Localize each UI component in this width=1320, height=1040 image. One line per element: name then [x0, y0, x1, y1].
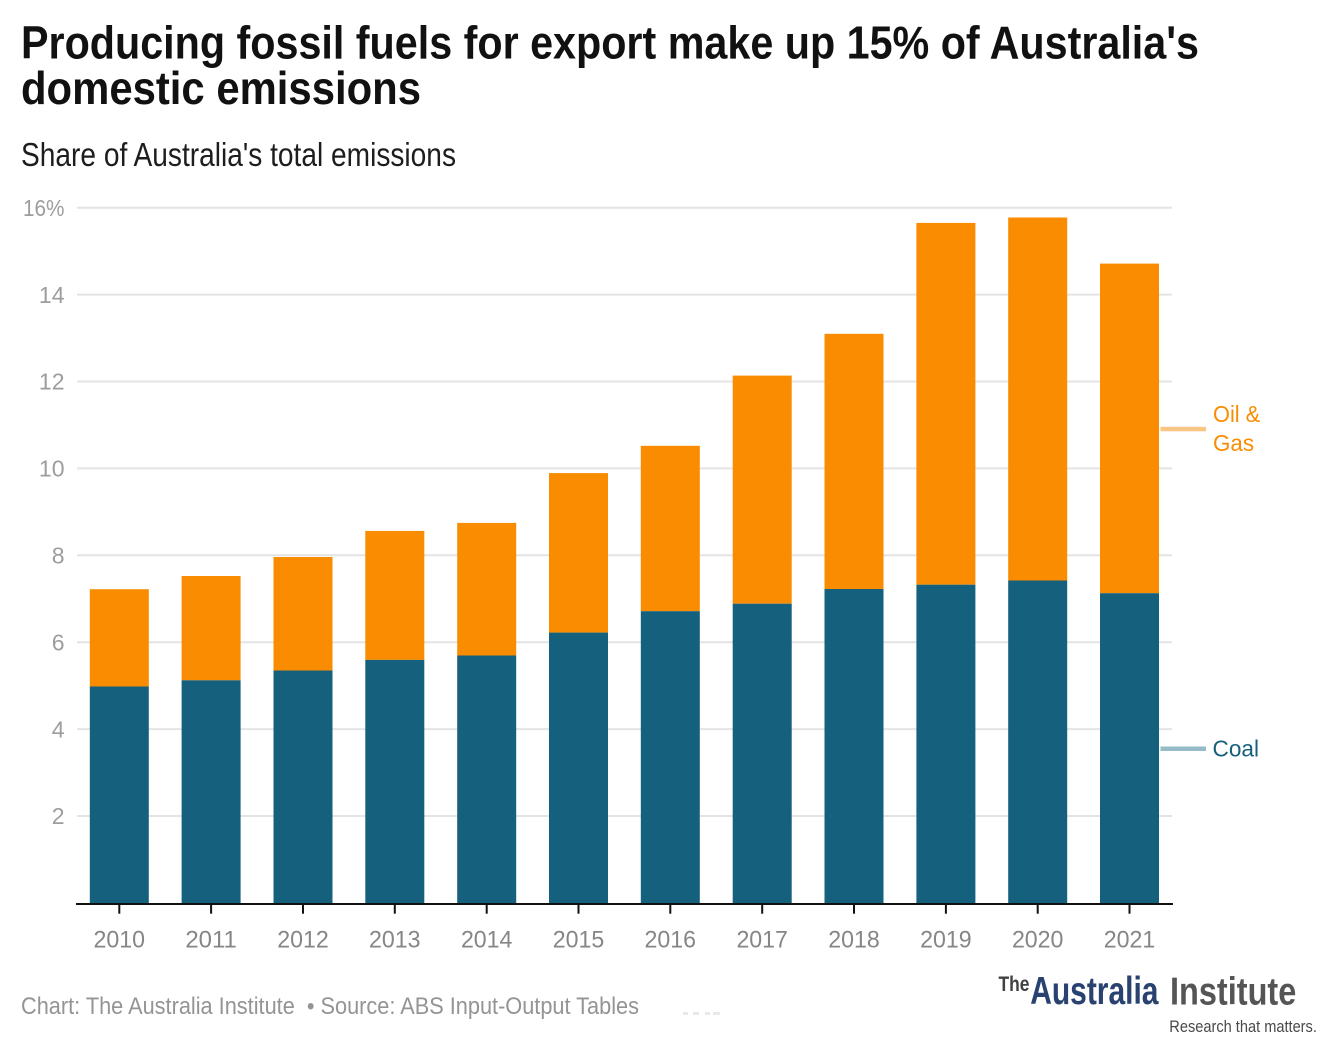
- svg-text:Institute: Institute: [1170, 970, 1296, 1013]
- svg-text:2010: 2010: [94, 927, 146, 954]
- svg-text:2017: 2017: [736, 927, 788, 954]
- svg-text:Chart: The Australia Institute: Chart: The Australia Institute • Source:…: [21, 993, 639, 1020]
- svg-text:2014: 2014: [461, 927, 513, 954]
- svg-text:16%: 16%: [23, 195, 65, 221]
- svg-text:14: 14: [39, 282, 65, 308]
- svg-text:2019: 2019: [920, 927, 972, 954]
- svg-text:Oil &: Oil &: [1213, 401, 1260, 427]
- svg-text:6: 6: [52, 629, 65, 655]
- svg-text:The: The: [999, 972, 1030, 996]
- svg-text:2015: 2015: [553, 927, 605, 954]
- svg-text:2016: 2016: [645, 927, 697, 954]
- svg-text:2021: 2021: [1104, 927, 1156, 954]
- svg-text:2020: 2020: [1012, 927, 1064, 954]
- svg-text:8: 8: [52, 543, 65, 569]
- svg-text:Research that matters.: Research that matters.: [1169, 1017, 1317, 1036]
- svg-text:Share of Australia's total emi: Share of Australia's total emissions: [21, 136, 456, 173]
- svg-text:2011: 2011: [185, 927, 237, 954]
- svg-text:Producing fossil fuels for exp: Producing fossil fuels for export make u…: [21, 17, 1199, 69]
- svg-text:10: 10: [39, 456, 65, 482]
- svg-text:2018: 2018: [828, 927, 880, 954]
- svg-text:12: 12: [39, 369, 65, 395]
- svg-text:Gas: Gas: [1213, 430, 1254, 456]
- svg-text:Coal: Coal: [1213, 736, 1260, 762]
- svg-text:2012: 2012: [277, 927, 329, 954]
- svg-text:4: 4: [52, 716, 65, 742]
- svg-text:2013: 2013: [369, 927, 421, 954]
- svg-text:domestic emissions: domestic emissions: [21, 62, 421, 114]
- svg-text:Australia: Australia: [1030, 970, 1159, 1013]
- svg-text:2: 2: [52, 803, 65, 829]
